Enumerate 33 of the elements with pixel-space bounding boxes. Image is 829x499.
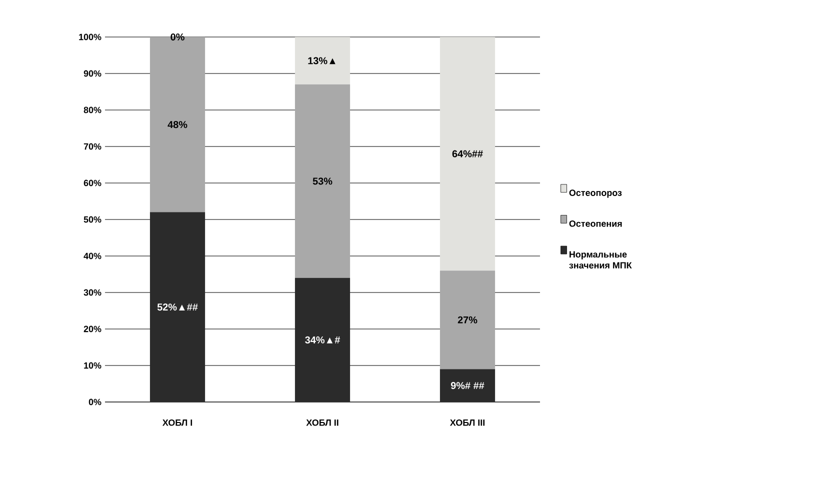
- y-tick-label: 50%: [84, 216, 102, 223]
- x-tick-label: ХОБЛ II: [306, 419, 338, 426]
- legend-label: Остеопения: [569, 220, 622, 227]
- bar: [440, 36, 496, 271]
- x-tick-label: ХОБЛ I: [162, 419, 192, 426]
- bar: [440, 270, 496, 370]
- y-tick-label: 10%: [84, 362, 102, 369]
- y-tick-label: 20%: [84, 326, 102, 332]
- y-tick-label: 0%: [88, 398, 102, 406]
- bar: [294, 278, 350, 402]
- legend-label: Нормальные значения МПК: [569, 251, 632, 269]
- bar: [150, 212, 206, 402]
- y-tick-label: 40%: [84, 252, 102, 260]
- y-tick-label: 100%: [79, 34, 102, 40]
- x-tick-label: ХОБЛ III: [450, 419, 485, 426]
- data-label: 13%▲: [308, 57, 336, 64]
- data-label: 34%▲#: [305, 336, 340, 344]
- data-label: 64%##: [452, 150, 483, 158]
- bar: [294, 84, 350, 278]
- data-label: 27%: [458, 316, 478, 324]
- data-label: 9%# ##: [450, 382, 484, 390]
- y-tick-label: 80%: [84, 106, 102, 114]
- y-tick-label: 30%: [84, 289, 102, 296]
- data-label: 52%▲##: [157, 304, 198, 311]
- y-tick-label: 60%: [84, 180, 102, 186]
- data-label: 48%: [168, 121, 188, 128]
- legend-label: Остеопороз: [569, 190, 622, 198]
- data-label: 0%: [170, 33, 184, 41]
- bar: [294, 36, 350, 84]
- bar: [440, 369, 496, 402]
- y-tick-label: 90%: [84, 70, 102, 77]
- y-tick-label: 70%: [84, 143, 102, 150]
- data-label: 53%: [312, 178, 332, 185]
